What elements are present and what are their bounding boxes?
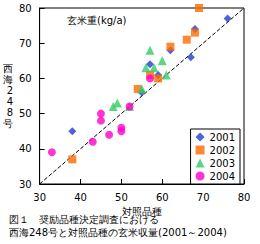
- svg-text:30: 30: [33, 192, 46, 203]
- svg-text:西海248号と対照品種の玄米収量(2001～2004): 西海248号と対照品種の玄米収量(2001～2004): [9, 227, 227, 238]
- svg-text:対照品種: 対照品種: [121, 206, 162, 218]
- svg-text:30: 30: [19, 179, 32, 190]
- svg-text:西: 西: [3, 63, 13, 74]
- svg-text:80: 80: [19, 3, 32, 14]
- svg-text:70: 70: [19, 38, 32, 49]
- svg-text:2002: 2002: [210, 145, 235, 156]
- svg-text:80: 80: [238, 192, 251, 203]
- svg-text:2003: 2003: [210, 158, 235, 169]
- svg-text:号: 号: [3, 118, 13, 129]
- svg-text:4: 4: [7, 96, 13, 107]
- svg-text:40: 40: [74, 192, 87, 203]
- svg-text:図１ 奨励品種決定調査における: 図１ 奨励品種決定調査における: [9, 214, 159, 225]
- svg-text:50: 50: [115, 192, 128, 203]
- svg-text:海: 海: [3, 74, 13, 85]
- svg-text:2004: 2004: [210, 171, 235, 182]
- svg-text:40: 40: [19, 143, 32, 154]
- svg-text:50: 50: [19, 108, 32, 119]
- svg-text:玄米重(kg/a): 玄米重(kg/a): [67, 15, 127, 26]
- svg-text:60: 60: [19, 73, 32, 84]
- svg-text:8: 8: [7, 107, 13, 118]
- svg-text:2001: 2001: [210, 132, 235, 143]
- svg-text:2: 2: [7, 85, 13, 96]
- svg-text:60: 60: [156, 192, 169, 203]
- svg-text:70: 70: [197, 192, 210, 203]
